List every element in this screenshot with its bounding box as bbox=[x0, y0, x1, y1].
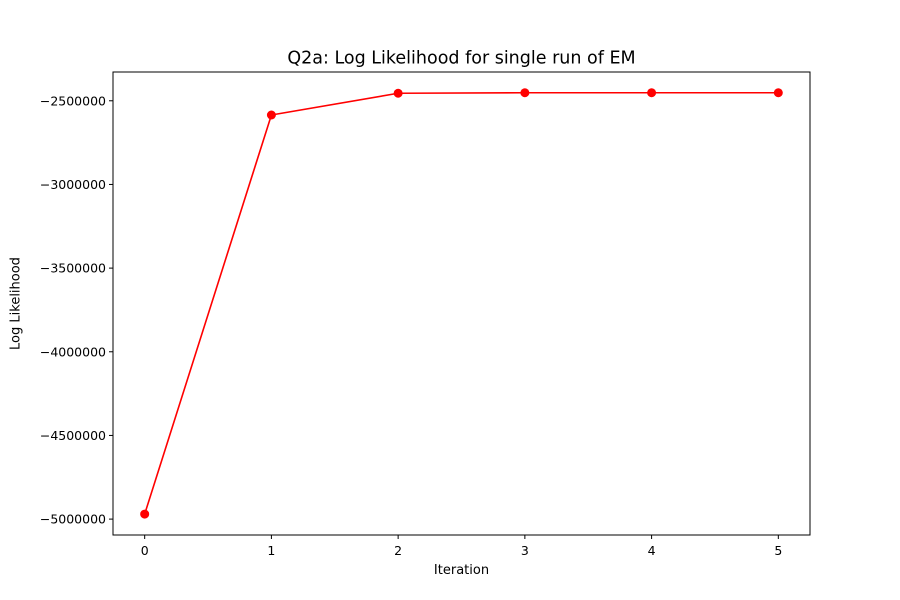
y-axis: −5000000 −4500000 −4000000 −3500000 −3000000… bbox=[40, 93, 113, 527]
y-tick-label: −3500000 bbox=[40, 261, 106, 276]
data-point bbox=[773, 88, 783, 98]
x-tick-label: 3 bbox=[521, 543, 529, 558]
y-tick-label: −3000000 bbox=[40, 177, 106, 192]
chart-title: Q2a: Log Likelihood for single run of EM bbox=[287, 49, 635, 69]
data-point bbox=[520, 88, 530, 98]
series-layer bbox=[140, 88, 783, 519]
y-axis-label: Log Likelihood bbox=[9, 257, 24, 350]
y-tick-label: −2500000 bbox=[40, 93, 106, 108]
x-tick-label: 2 bbox=[394, 543, 402, 558]
x-tick-label: 1 bbox=[267, 543, 275, 558]
data-point bbox=[266, 110, 276, 120]
data-point bbox=[393, 88, 403, 98]
y-tick-label: −4000000 bbox=[40, 344, 106, 359]
series-line bbox=[143, 91, 779, 515]
x-axis: 0 1 2 3 4 5 bbox=[141, 535, 782, 558]
x-axis-label: Iteration bbox=[434, 563, 489, 578]
x-tick-label: 4 bbox=[648, 543, 656, 558]
y-tick-label: −5000000 bbox=[40, 512, 106, 527]
plot-area bbox=[112, 71, 811, 536]
data-point bbox=[140, 509, 150, 519]
x-tick-label: 0 bbox=[141, 543, 149, 558]
x-tick-label: 5 bbox=[774, 543, 782, 558]
data-point bbox=[647, 88, 657, 98]
y-tick-label: −4500000 bbox=[40, 428, 106, 443]
